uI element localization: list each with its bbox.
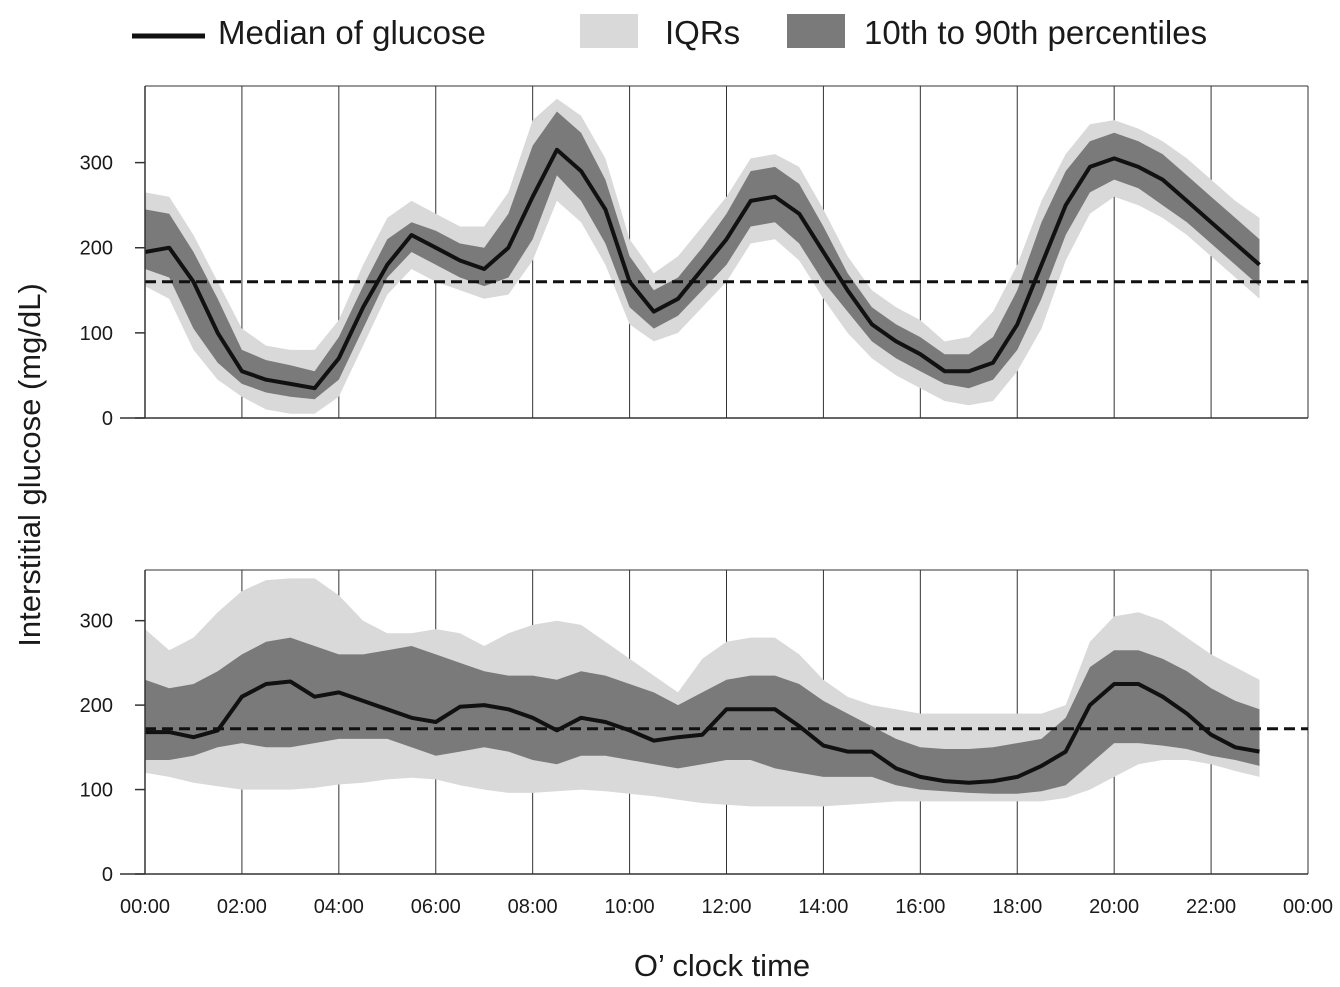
panel-bottom: 0 100 200 300: [80, 569, 1309, 886]
x-tick-label: 04:00: [314, 896, 364, 918]
legend-median-label: Median of glucose: [218, 14, 486, 51]
panel-top: 0 100 200 300: [80, 85, 1309, 430]
x-tick-label: 00:00: [1283, 896, 1333, 918]
y-tick-label: 200: [80, 238, 113, 260]
x-tick-label: 16:00: [895, 896, 945, 918]
x-tick-label: 12:00: [701, 896, 751, 918]
y-tick-label: 0: [102, 864, 113, 886]
percentile-band: [145, 637, 1260, 794]
legend-p10-90-swatch: [787, 14, 845, 48]
x-tick-label: 22:00: [1186, 896, 1236, 918]
median-line: [145, 679, 1260, 785]
legend: Median of glucose IQRs 10th to 90th perc…: [132, 14, 1207, 51]
x-tick-label: 00:00: [120, 896, 170, 918]
median-line: [144, 147, 1261, 391]
x-tick-label: 20:00: [1089, 896, 1139, 918]
x-tick-label: 18:00: [992, 896, 1042, 918]
x-tick-label: 10:00: [605, 896, 655, 918]
y-tick-label: 100: [80, 323, 113, 345]
legend-p10-90-label: 10th to 90th percentiles: [864, 14, 1207, 51]
y-tick-label: 200: [80, 695, 113, 717]
y-tick-label: 0: [102, 408, 113, 430]
x-tick-label: 02:00: [217, 896, 267, 918]
percentile-band: [145, 111, 1260, 400]
x-tick-label: 08:00: [508, 896, 558, 918]
legend-iqr-swatch: [580, 14, 638, 48]
y-tick-label: 300: [80, 611, 113, 633]
y-tick-label: 100: [80, 780, 113, 802]
y-axis-title: Interstitial glucose (mg/dL): [12, 283, 47, 647]
x-tick-label: 14:00: [798, 896, 848, 918]
y-tick-label: 300: [80, 153, 113, 175]
legend-iqr-label: IQRs: [665, 14, 740, 51]
x-tick-label: 06:00: [411, 896, 461, 918]
x-axis-title: O’ clock time: [634, 948, 810, 983]
x-tick-labels: 00:00 02:00 04:00 06:00 08:00 10:00 12:00 14:00…: [120, 896, 1333, 918]
